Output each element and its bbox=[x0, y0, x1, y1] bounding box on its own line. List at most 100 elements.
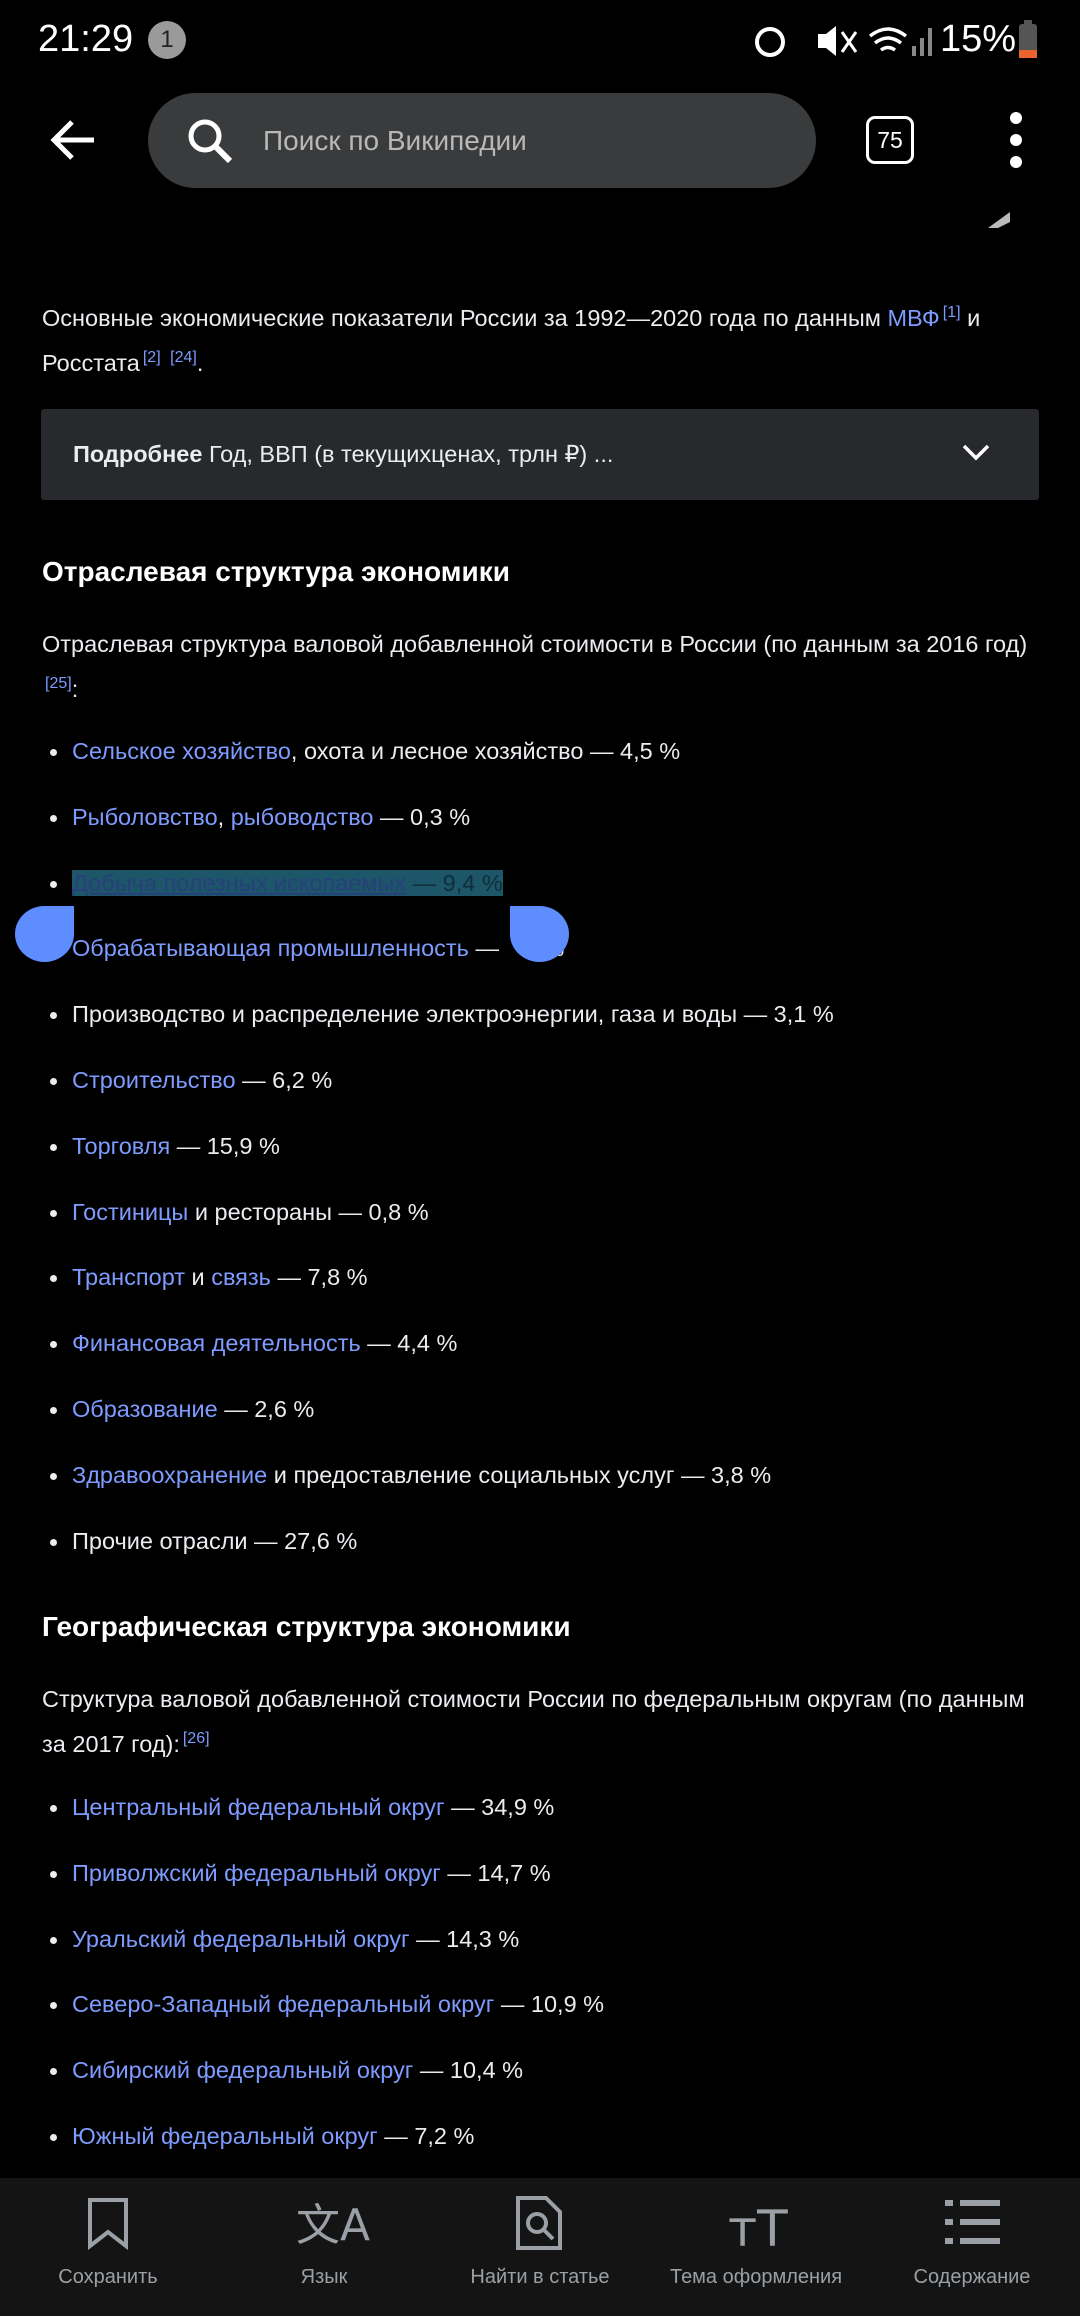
list-item: Производство и распределение электроэнер… bbox=[42, 982, 1042, 1048]
list-item: Гостиницы и рестораны — 0,8 % bbox=[42, 1180, 1042, 1246]
list: Центральный федеральный округ — 34,9 % Пр… bbox=[42, 1775, 1042, 2170]
link[interactable]: Образование bbox=[72, 1395, 218, 1422]
link[interactable]: [26] bbox=[182, 1730, 210, 1747]
link[interactable]: МВФ bbox=[887, 305, 940, 331]
list-item: Южный федеральный округ — 7,2 % bbox=[42, 2104, 1042, 2170]
edit-icon[interactable] bbox=[984, 210, 1014, 230]
text: — 14,3 % bbox=[409, 1925, 520, 1952]
list-item: Строительство — 6,2 % bbox=[42, 1048, 1042, 1114]
text: Структура валовой добавленной стоимости … bbox=[42, 1686, 1025, 1757]
text: — 10,4 % bbox=[413, 2057, 524, 2084]
list-item: Торговля — 15,9 % bbox=[42, 1114, 1042, 1180]
menu-button[interactable] bbox=[1004, 112, 1028, 172]
list-item: Сибирский федеральный округ — 10,4 % bbox=[42, 2038, 1042, 2104]
link[interactable]: [24] bbox=[170, 349, 197, 366]
text: , bbox=[217, 803, 231, 830]
status-icons bbox=[755, 26, 932, 57]
link[interactable]: Добыча полезных ископаемых bbox=[72, 869, 407, 896]
text: — 7,2 % bbox=[377, 2122, 475, 2149]
list-item: Транспорт и связь — 7,8 % bbox=[42, 1245, 1042, 1311]
text: — 2,6 % bbox=[217, 1395, 315, 1422]
text: — 4,4 % bbox=[360, 1330, 458, 1357]
search-icon bbox=[188, 119, 233, 164]
link[interactable]: Обрабатывающая промышленность bbox=[72, 935, 469, 962]
text: и рестораны — 0,8 % bbox=[188, 1198, 429, 1225]
section-heading: Отраслевая структура экономики bbox=[42, 556, 510, 587]
text: — bbox=[468, 935, 506, 962]
text: и предоставление социальных услуг — 3,8 … bbox=[267, 1461, 772, 1488]
link[interactable]: Финансовая деятельность bbox=[72, 1330, 361, 1357]
selection-handle-end[interactable] bbox=[510, 906, 569, 962]
nav-label[interactable]: Сохранить bbox=[58, 2266, 158, 2288]
text: — 9,4 % bbox=[406, 869, 503, 896]
text: — 14,7 % bbox=[440, 1859, 551, 1886]
link[interactable]: Уральский федеральный округ bbox=[72, 1925, 410, 1952]
text: Основные экономические показатели России… bbox=[42, 305, 888, 331]
search-placeholder: Поиск по Википедии bbox=[263, 125, 527, 156]
link[interactable]: Приволжский федеральный округ bbox=[72, 1859, 441, 1886]
text bbox=[161, 350, 168, 376]
list-item: Уральский федеральный округ — 14,3 % bbox=[42, 1907, 1042, 1973]
clock: 21:29 bbox=[38, 18, 134, 60]
link[interactable]: Транспорт bbox=[72, 1264, 186, 1291]
list-item: Финансовая деятельность — 4,4 % bbox=[42, 1311, 1042, 1377]
svg-text:тT: тT bbox=[728, 2200, 788, 2258]
text: . bbox=[196, 350, 204, 376]
collapsible-table[interactable]: Подробнее Год, ВВП (в текущихценах, трлн… bbox=[41, 409, 1039, 500]
link[interactable]: Гостиницы bbox=[72, 1198, 189, 1225]
collapsible-summary: Год, ВВП (в текущихценах, трлн ₽) ... bbox=[202, 441, 614, 467]
link[interactable]: [2] bbox=[142, 349, 161, 366]
link[interactable]: Строительство bbox=[72, 1066, 236, 1093]
text: Прочие отрасли — 27,6 % bbox=[72, 1527, 358, 1554]
link[interactable]: Северо-Западный федеральный округ bbox=[72, 1991, 495, 2018]
text: и Росстата bbox=[42, 305, 981, 376]
bottom-nav: 文A тT bbox=[0, 2178, 1080, 2316]
section-paragraph: Структура валовой добавленной стоимости … bbox=[42, 1680, 1042, 1764]
tabs-button[interactable]: 75 bbox=[866, 116, 914, 164]
battery-text: 15% bbox=[940, 18, 1017, 60]
intro-paragraph: Основные экономические показатели России… bbox=[42, 293, 1042, 383]
list-item: Приволжский федеральный округ — 14,7 % bbox=[42, 1841, 1042, 1907]
link[interactable]: Сельское хозяйство bbox=[72, 738, 291, 764]
selection-handle-start[interactable] bbox=[15, 906, 74, 962]
nav-label[interactable]: Содержание bbox=[913, 2266, 1031, 2288]
list-item: Прочие отрасли — 27,6 % bbox=[42, 1509, 1042, 1575]
text: — 34,9 % bbox=[444, 1794, 555, 1820]
link[interactable]: [25] bbox=[45, 675, 72, 692]
collapsible-label: Подробнее bbox=[73, 441, 203, 467]
notification-badge: 1 bbox=[148, 21, 186, 59]
link[interactable]: Здравоохранение bbox=[72, 1461, 268, 1488]
section-heading: Географическая структура экономики bbox=[42, 1611, 571, 1642]
link[interactable]: Сибирский федеральный округ bbox=[72, 2057, 414, 2084]
search-box[interactable]: Поиск по Википедии bbox=[148, 93, 816, 188]
text: Производство и распределение электроэнер… bbox=[72, 1001, 834, 1028]
battery-icon bbox=[1019, 20, 1037, 58]
text: : bbox=[71, 676, 79, 702]
list-item: Сельское хозяйство, охота и лесное хозяй… bbox=[42, 719, 1042, 785]
link[interactable]: [1] bbox=[942, 304, 961, 321]
link[interactable]: Южный федеральный округ bbox=[72, 2122, 378, 2149]
nav-label[interactable]: Тема оформления bbox=[669, 2266, 843, 2288]
list-item: Здравоохранение и предоставление социаль… bbox=[42, 1443, 1042, 1509]
link[interactable]: связь bbox=[211, 1264, 271, 1291]
nav-label[interactable]: Найти в статье bbox=[470, 2266, 610, 2288]
text: , охота и лесное хозяйство — 4,5 % bbox=[290, 738, 681, 764]
svg-text:文A: 文A bbox=[296, 2200, 370, 2251]
nav-icons: 文A тT bbox=[88, 2196, 1000, 2258]
nav-label[interactable]: Язык bbox=[300, 2266, 348, 2288]
list-item: Центральный федеральный округ — 34,9 % bbox=[42, 1775, 1042, 1841]
list-item: Добыча полезных ископаемых — 9,4 % bbox=[42, 851, 1042, 917]
back-button[interactable] bbox=[48, 116, 98, 166]
expand-chevron bbox=[962, 444, 990, 461]
list: Сельское хозяйство, охота и лесное хозяй… bbox=[42, 719, 1042, 1574]
link[interactable]: Центральный федеральный округ bbox=[72, 1794, 445, 1820]
list-item: Образование — 2,6 % bbox=[42, 1377, 1042, 1443]
link[interactable]: Торговля bbox=[72, 1132, 171, 1159]
text: — 10,9 % bbox=[494, 1991, 605, 2018]
link[interactable]: рыбоводство bbox=[230, 803, 374, 830]
text: — 6,2 % bbox=[235, 1066, 333, 1093]
section-paragraph: Отраслевая структура валовой добавленной… bbox=[42, 625, 1042, 709]
link[interactable]: Рыболовство bbox=[72, 803, 218, 830]
text: — 7,8 % bbox=[270, 1264, 368, 1291]
